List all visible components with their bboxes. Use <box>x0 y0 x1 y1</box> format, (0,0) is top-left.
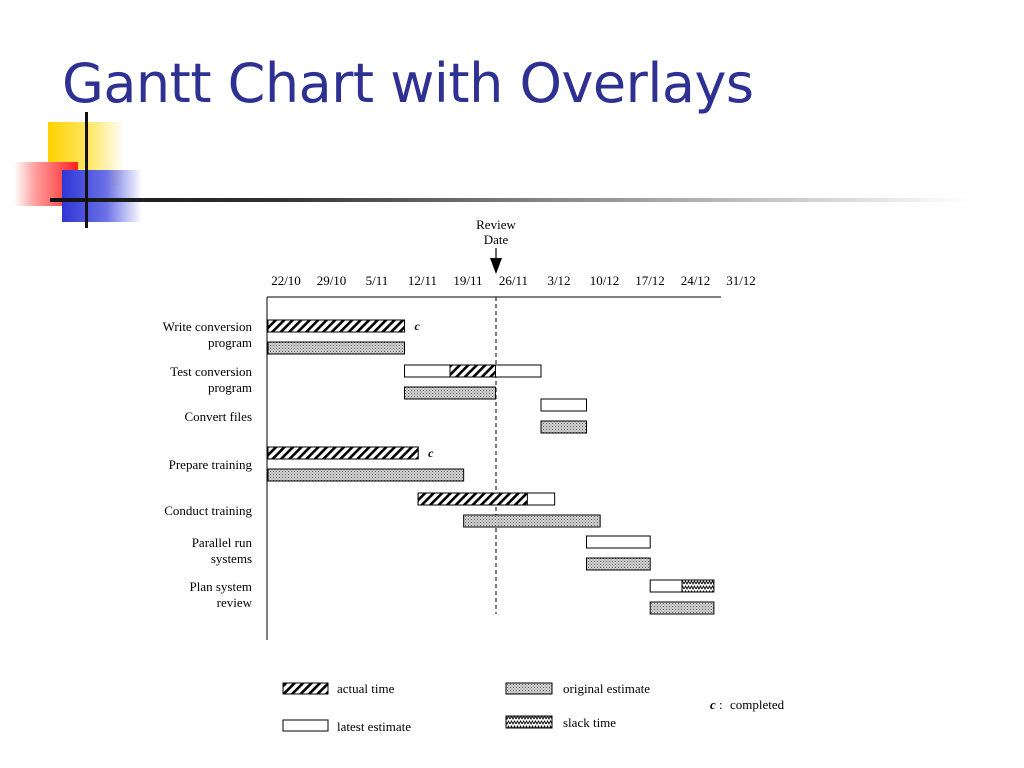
original-estimate-bar <box>649 601 715 615</box>
task-label-line2: review <box>217 595 253 610</box>
latest-estimate-bar <box>540 398 587 412</box>
x-tick-label: 10/12 <box>590 273 620 288</box>
completed-marker: c <box>428 446 434 460</box>
review-date-label-line1: Review <box>476 217 516 232</box>
review-date-arrow-head <box>490 258 502 274</box>
legend-latest-swatch <box>282 719 329 732</box>
x-tick-label: 19/11 <box>453 273 482 288</box>
decor-vertical-line <box>85 112 88 228</box>
review-date-label-line2: Date <box>484 232 509 247</box>
legend-slack-swatch <box>505 715 553 729</box>
decor-blue-square <box>62 170 142 222</box>
task-label-line2: program <box>208 335 252 350</box>
completed-marker: c <box>415 319 421 333</box>
x-axis-ticks: 22/10 29/10 5/11 12/11 19/11 26/11 3/12 10/12 17… <box>271 273 756 288</box>
task-label: Convert files <box>184 409 252 424</box>
slack-time-bar <box>681 579 715 593</box>
legend-original-swatch <box>505 682 553 695</box>
task-label-line1: Test conversion <box>170 364 252 379</box>
slide-title: Gantt Chart with Overlays <box>62 52 754 115</box>
legend-slack-label: slack time <box>563 715 616 730</box>
original-estimate-bar <box>267 341 405 355</box>
x-tick-label: 12/11 <box>408 273 437 288</box>
task-label: Conduct training <box>164 503 252 518</box>
title-underline <box>50 198 970 202</box>
legend-original-label: original estimate <box>563 681 650 696</box>
task-label-line2: program <box>208 380 252 395</box>
x-tick-label: 22/10 <box>271 273 301 288</box>
review-date-marker: Review Date <box>476 217 516 274</box>
legend-actual-label: actual time <box>337 681 395 696</box>
x-tick-label: 5/11 <box>366 273 389 288</box>
original-estimate-bar <box>267 468 465 482</box>
original-estimate-bar <box>540 420 587 434</box>
task-label: Prepare training <box>169 457 253 472</box>
actual-time-bar <box>449 364 496 378</box>
task-label-line1: Write conversion <box>163 319 253 334</box>
latest-estimate-bar <box>586 535 651 549</box>
original-estimate-bar <box>463 514 601 528</box>
legend: actual time latest estimate original est… <box>282 681 785 734</box>
legend-latest-label: latest estimate <box>337 719 411 734</box>
task-label-line1: Plan system <box>190 579 252 594</box>
latest-estimate-bar <box>649 579 683 593</box>
actual-time-bar <box>267 319 405 333</box>
task-label-line1: Parallel run <box>192 535 253 550</box>
x-tick-label: 24/12 <box>681 273 711 288</box>
x-tick-label: 29/10 <box>317 273 347 288</box>
x-tick-label: 26/11 <box>499 273 528 288</box>
actual-time-bar <box>417 492 528 506</box>
x-tick-label: 31/12 <box>726 273 756 288</box>
task-label-line2: systems <box>211 551 252 566</box>
legend-actual-swatch <box>282 682 329 695</box>
legend-completed-colon: : <box>719 697 723 712</box>
x-tick-label: 17/12 <box>635 273 665 288</box>
legend-completed-label: completed <box>730 697 785 712</box>
legend-completed-key: c <box>710 697 716 712</box>
original-estimate-bar <box>586 557 651 571</box>
x-tick-label: 3/12 <box>547 273 570 288</box>
actual-time-bar <box>267 446 419 460</box>
original-estimate-bar <box>404 386 496 400</box>
